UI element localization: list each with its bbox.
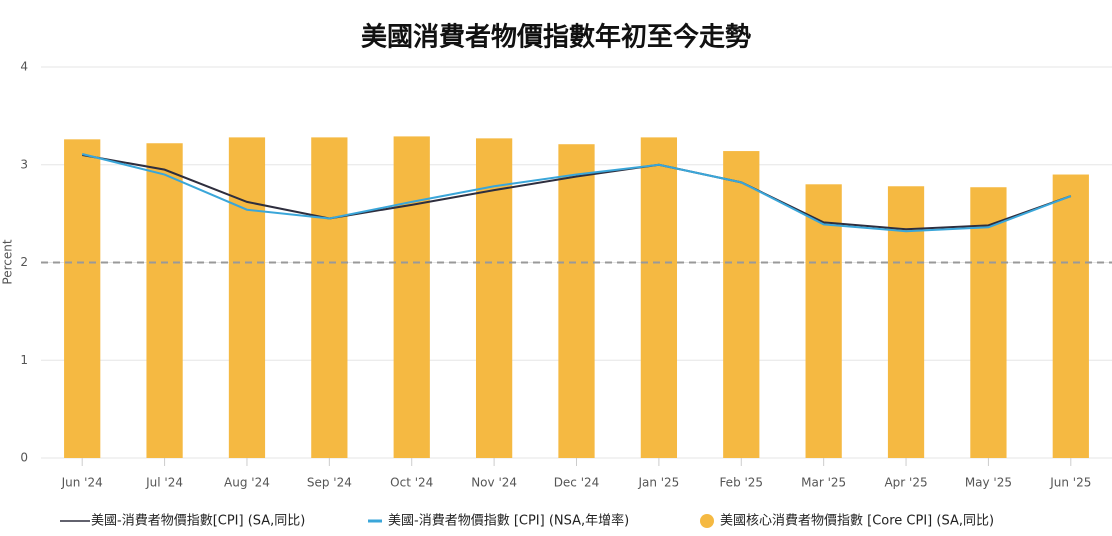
bar [887, 186, 925, 458]
legend-label: 美國-消費者物價指數[CPI] (SA,同比) [91, 514, 305, 529]
x-tick-label: Feb '25 [719, 476, 763, 490]
x-tick-label: May '25 [965, 476, 1012, 490]
chart-title: 美國消費者物價指數年初至今走勢 [361, 22, 751, 53]
x-tick-label: Dec '24 [554, 476, 600, 490]
x-tick-label: Nov '24 [471, 476, 517, 490]
y-tick-label: 2 [20, 255, 28, 269]
bar [805, 184, 842, 459]
x-tick-label: Apr '25 [884, 476, 927, 490]
y-tick-label: 4 [20, 60, 28, 74]
legend-label: 美國-消費者物價指數 [CPI] (NSA,年增率) [388, 513, 629, 529]
legend-symbol [700, 514, 714, 528]
x-tick-label: Jul '24 [145, 476, 183, 490]
x-tick-label: Oct '24 [390, 476, 433, 490]
bar [558, 144, 595, 458]
x-tick-label: Jun '25 [1049, 476, 1091, 490]
bar [1052, 174, 1089, 458]
line [82, 153, 1072, 231]
line [81, 153, 1072, 233]
x-tick-label: Sep '24 [307, 476, 352, 490]
bar [640, 137, 678, 458]
bar [970, 187, 1007, 459]
bar [311, 137, 348, 458]
bar [393, 136, 430, 458]
bar [146, 143, 183, 458]
bar [64, 139, 101, 458]
y-tick-label: 0 [20, 451, 28, 465]
x-tick-label: Aug '24 [224, 476, 270, 490]
y-tick-label: 1 [20, 353, 28, 367]
y-axis-label: Percent [1, 239, 15, 284]
legend-label: 美國核心消費者物價指數 [Core CPI] (SA,同比) [720, 514, 994, 529]
x-tick-label: Jun '24 [61, 476, 103, 490]
bar [723, 151, 760, 458]
x-tick-label: Mar '25 [801, 476, 846, 490]
bar [228, 137, 266, 458]
x-tick-label: Jan '25 [637, 476, 679, 490]
y-tick-label: 3 [20, 157, 28, 171]
